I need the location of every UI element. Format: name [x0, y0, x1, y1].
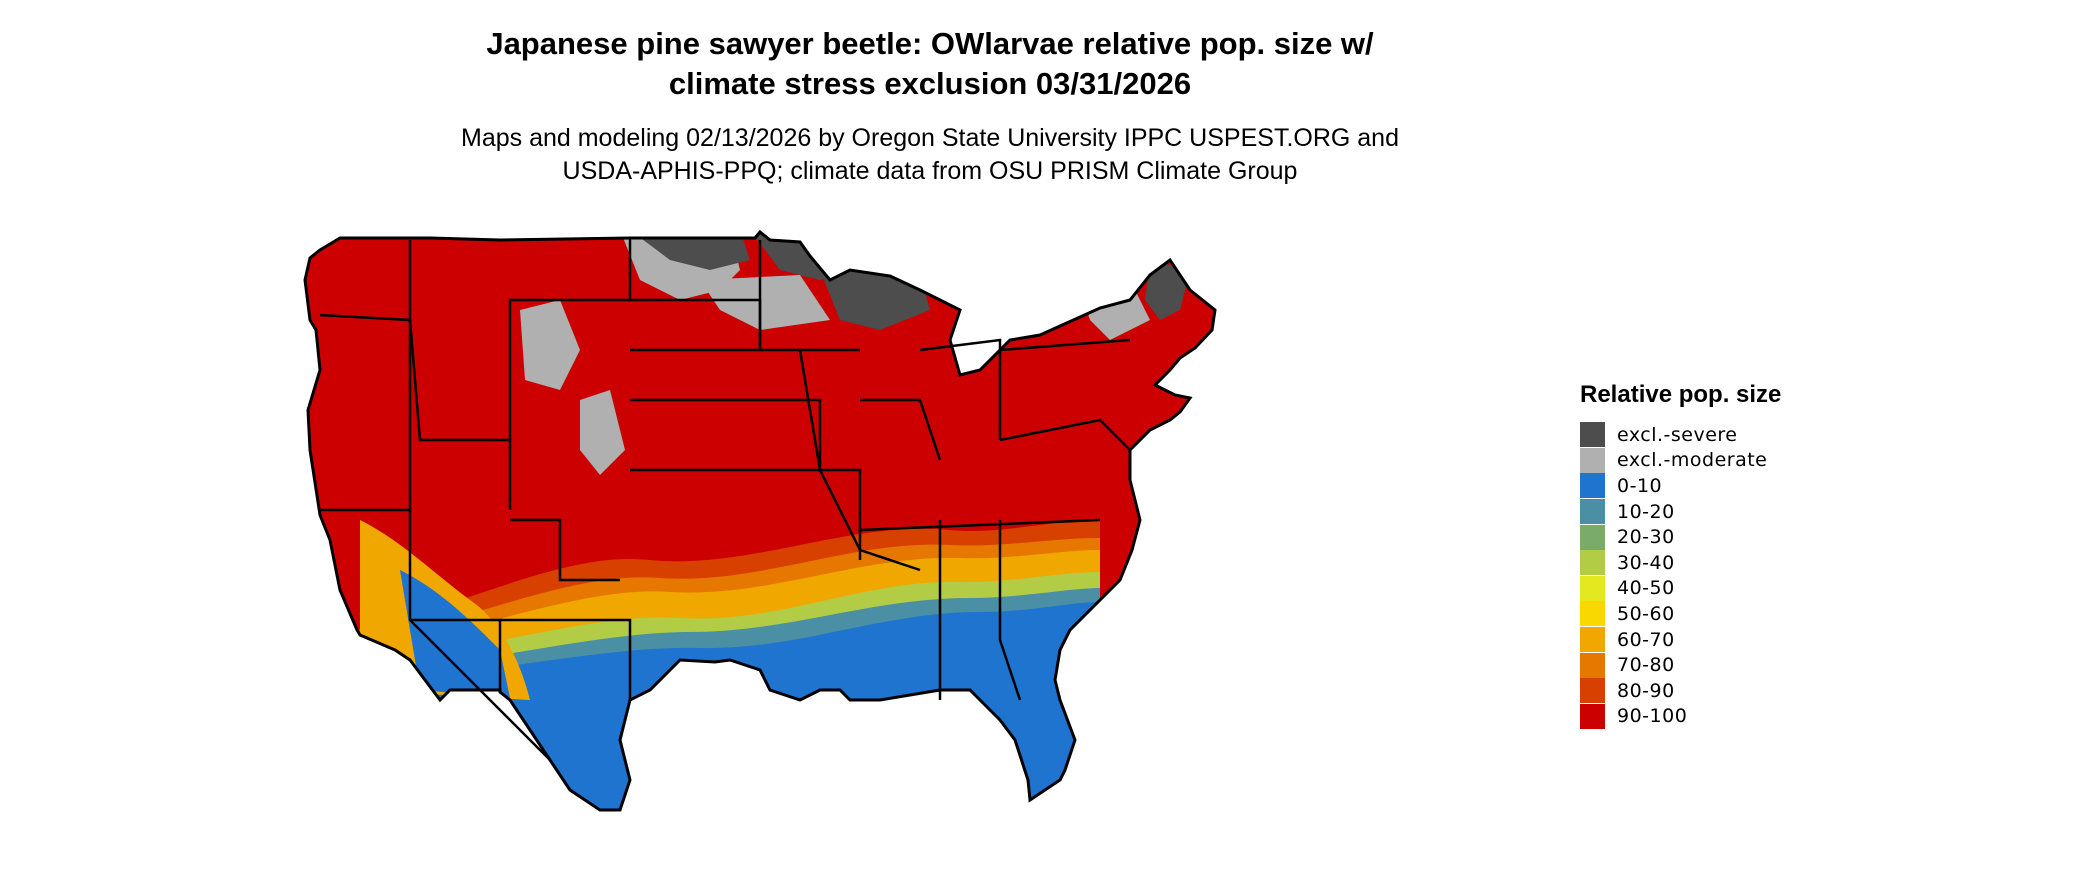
legend-item: 70-80	[1580, 652, 1781, 678]
boundary-mo-ar	[798, 349, 921, 572]
legend-label: 20-30	[1617, 526, 1675, 549]
boundary-va-nc	[999, 418, 1131, 451]
legend-label: 10-20	[1617, 500, 1675, 523]
chart-title: Japanese pine sawyer beetle: OWlarvae re…	[0, 24, 1860, 104]
legend-label: 40-50	[1617, 577, 1675, 600]
legend-swatch	[1580, 652, 1605, 678]
legend-item: 60-70	[1580, 627, 1781, 653]
legend-item: 30-40	[1580, 550, 1781, 576]
chart-title-line-1: Japanese pine sawyer beetle: OWlarvae re…	[486, 26, 1374, 61]
zone-excl-moderate-rockies	[520, 300, 580, 390]
zone-excl-severe-north-dakota	[630, 232, 750, 270]
legend-item: 50-60	[1580, 601, 1781, 627]
legend-label: excl.-severe	[1617, 423, 1738, 446]
legend-label: 50-60	[1617, 602, 1675, 625]
boundary-il	[860, 398, 942, 461]
zone-excl-severe-wisconsin	[820, 270, 930, 330]
boundary-id	[408, 319, 512, 510]
legend-swatch	[1580, 447, 1605, 473]
chart-subtitle-line-1: Maps and modeling 02/13/2026 by Oregon S…	[461, 124, 1399, 152]
legend-item: 40-50	[1580, 575, 1781, 602]
legend-swatch	[1580, 524, 1605, 550]
boundary-pa-ny	[999, 338, 1131, 352]
legend-swatch	[1580, 422, 1605, 448]
boundary-az-nm	[500, 618, 632, 700]
legend-swatch	[1580, 703, 1605, 729]
legend-swatch	[1580, 601, 1605, 627]
boundary-ut-co	[510, 518, 620, 582]
zone-excl-moderate-colorado	[580, 390, 625, 475]
legend-label: 80-90	[1617, 679, 1675, 702]
legend-item: excl.-severe	[1580, 422, 1781, 448]
legend-label: 90-100	[1617, 705, 1688, 728]
legend-swatch	[1580, 473, 1605, 499]
chart-title-line-2: climate stress exclusion 03/31/2026	[668, 66, 1192, 101]
legend-label: 60-70	[1617, 628, 1675, 651]
legend-item: 0-10	[1580, 473, 1781, 499]
legend-swatch	[1580, 627, 1605, 653]
chart-subtitle-line-2: USDA-APHIS-PPQ; climate data from OSU PR…	[562, 157, 1298, 185]
legend-items: excl.-severe excl.-moderate 0-10 10-20 2…	[1580, 422, 1781, 729]
boundary-mt-wy	[508, 238, 632, 440]
legend-item: 90-100	[1580, 703, 1781, 730]
population-zones	[305, 232, 1215, 810]
zone-sw-0-10	[400, 570, 510, 698]
state-boundaries	[319, 238, 1131, 761]
legend-label: 30-40	[1617, 551, 1675, 574]
us-map-svg	[303, 230, 1217, 812]
legend-swatch	[1580, 678, 1605, 704]
legend-title: Relative pop. size	[1580, 381, 1782, 408]
us-map	[300, 220, 1550, 892]
legend-swatch	[1580, 550, 1605, 576]
chart-title-block: Japanese pine sawyer beetle: OWlarvae re…	[0, 24, 1860, 188]
boundary-al-ga	[998, 520, 1022, 701]
boundary-ks	[630, 398, 822, 470]
legend-swatch	[1580, 499, 1605, 525]
legend-label: 70-80	[1617, 654, 1675, 677]
legend-label: 0-10	[1617, 474, 1663, 497]
boundary-tn-southern	[859, 518, 1101, 532]
legend-swatch	[1580, 575, 1605, 601]
legend-item: 80-90	[1580, 678, 1781, 704]
legend: Relative pop. size excl.-severe excl.-mo…	[1580, 380, 1781, 729]
legend-item: 10-20	[1580, 499, 1781, 525]
legend-label: excl.-moderate	[1617, 449, 1768, 472]
chart-subtitle: Maps and modeling 02/13/2026 by Oregon S…	[0, 122, 1860, 188]
legend-item: excl.-moderate	[1580, 447, 1781, 474]
boundary-oh-in	[919, 338, 1002, 440]
legend-item: 20-30	[1580, 524, 1781, 550]
zone-excl-moderate-minnesota	[700, 275, 830, 330]
